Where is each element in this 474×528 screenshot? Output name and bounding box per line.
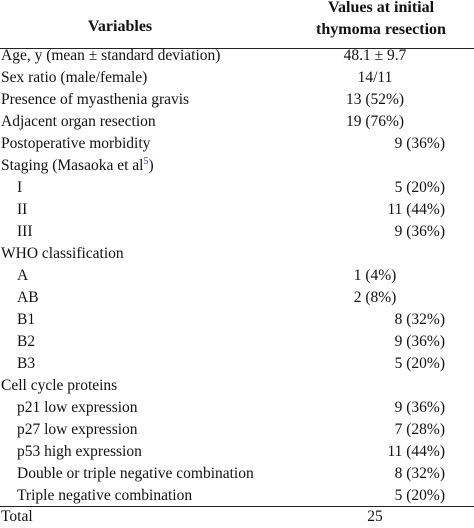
row-label: AB	[17, 289, 39, 306]
row-label: B3	[17, 355, 36, 372]
row-value: 9 (36%)	[394, 135, 445, 152]
table-row-total: Total 25	[0, 506, 474, 528]
row-value: 2 (8%)	[353, 289, 397, 306]
row-value: 9 (36%)	[394, 223, 445, 240]
table-rule	[0, 506, 474, 507]
table-row-p21: p21 low expression 9 (36%)	[0, 397, 474, 419]
row-value: 5 (20%)	[394, 487, 445, 504]
row-value: 5 (20%)	[394, 355, 445, 372]
row-label: p21 low expression	[17, 399, 138, 416]
row-label: III	[17, 223, 33, 240]
table-row-who-b3: B3 5 (20%)	[0, 353, 474, 375]
row-value: 14/11	[357, 69, 393, 86]
row-value: 9 (36%)	[394, 399, 445, 416]
table-row-who-b1: B1 8 (32%)	[0, 309, 474, 331]
table-row-stage-ii: II 11 (44%)	[0, 199, 474, 221]
header-values-line1: Values at initial	[327, 0, 435, 16]
row-label: p27 low expression	[17, 421, 138, 438]
row-label: Presence of myasthenia gravis	[1, 91, 190, 108]
table-row-who-a: A 1 (4%)	[0, 265, 474, 287]
row-label: A	[17, 267, 29, 284]
row-value: 8 (32%)	[394, 465, 445, 482]
row-label: Triple negative combination	[17, 487, 193, 504]
row-value: 1 (4%)	[353, 267, 397, 284]
row-label: Total	[1, 508, 33, 525]
row-label: B1	[17, 311, 36, 328]
row-value: 7 (28%)	[394, 421, 445, 438]
row-label: Staging (Masaoka et al5)	[1, 155, 154, 177]
row-label: WHO classification	[1, 245, 124, 262]
table-row-staging: Staging (Masaoka et al5)	[0, 155, 474, 177]
header-values-line2: thymoma resection	[316, 21, 446, 38]
row-label: Age, y (mean ± standard deviation)	[1, 47, 221, 64]
row-value: 8 (32%)	[394, 311, 445, 328]
table-row-triple-negative: Triple negative combination 5 (20%)	[0, 485, 474, 507]
row-value: 11 (44%)	[387, 201, 445, 218]
row-label: p53 high expression	[17, 443, 142, 460]
row-label: Adjacent organ resection	[1, 113, 156, 130]
header-variables: Variables	[87, 18, 153, 35]
row-label: B2	[17, 333, 36, 350]
row-label: Postoperative morbidity	[1, 135, 151, 152]
table-row-myasthenia: Presence of myasthenia gravis 13 (52%)	[0, 89, 474, 111]
table-row-stage-iii: III 9 (36%)	[0, 221, 474, 243]
table-row-who-b2: B2 9 (36%)	[0, 331, 474, 353]
table-row-p27: p27 low expression 7 (28%)	[0, 419, 474, 441]
row-value: 11 (44%)	[387, 443, 445, 460]
table-row-p53: p53 high expression 11 (44%)	[0, 441, 474, 463]
table-row-sex-ratio: Sex ratio (male/female) 14/11	[0, 67, 474, 89]
table-row-who-ab: AB 2 (8%)	[0, 287, 474, 309]
row-label: Cell cycle proteins	[1, 377, 118, 394]
table-row-age: Age, y (mean ± standard deviation) 48.1 …	[0, 45, 474, 67]
header-values: Values at initial thymoma resection	[288, 0, 474, 41]
table-row-morbidity: Postoperative morbidity 9 (36%)	[0, 133, 474, 155]
table-header: Variables Values at initial thymoma rese…	[0, 0, 474, 49]
table-row-cell-cycle: Cell cycle proteins	[0, 375, 474, 397]
staging-label-end: )	[148, 157, 154, 174]
row-label: I	[17, 179, 23, 196]
row-value: 25	[367, 508, 383, 525]
table-row-stage-i: I 5 (20%)	[0, 177, 474, 199]
citation-superscript: 5	[143, 155, 149, 167]
staging-label-text: Staging (Masaoka et al	[1, 157, 144, 174]
row-value: 9 (36%)	[394, 333, 445, 350]
row-value: 13 (52%)	[345, 91, 405, 108]
table-row-organ-resection: Adjacent organ resection 19 (76%)	[0, 111, 474, 133]
row-value: 19 (76%)	[345, 113, 405, 130]
table-row-who: WHO classification	[0, 243, 474, 265]
row-label: Double or triple negative combination	[17, 465, 254, 482]
row-value: 48.1 ± 9.7	[343, 47, 407, 64]
table-row-double-triple-negative: Double or triple negative combination 8 …	[0, 463, 474, 485]
row-label: II	[17, 201, 28, 218]
row-label: Sex ratio (male/female)	[1, 69, 148, 86]
row-value: 5 (20%)	[394, 179, 445, 196]
